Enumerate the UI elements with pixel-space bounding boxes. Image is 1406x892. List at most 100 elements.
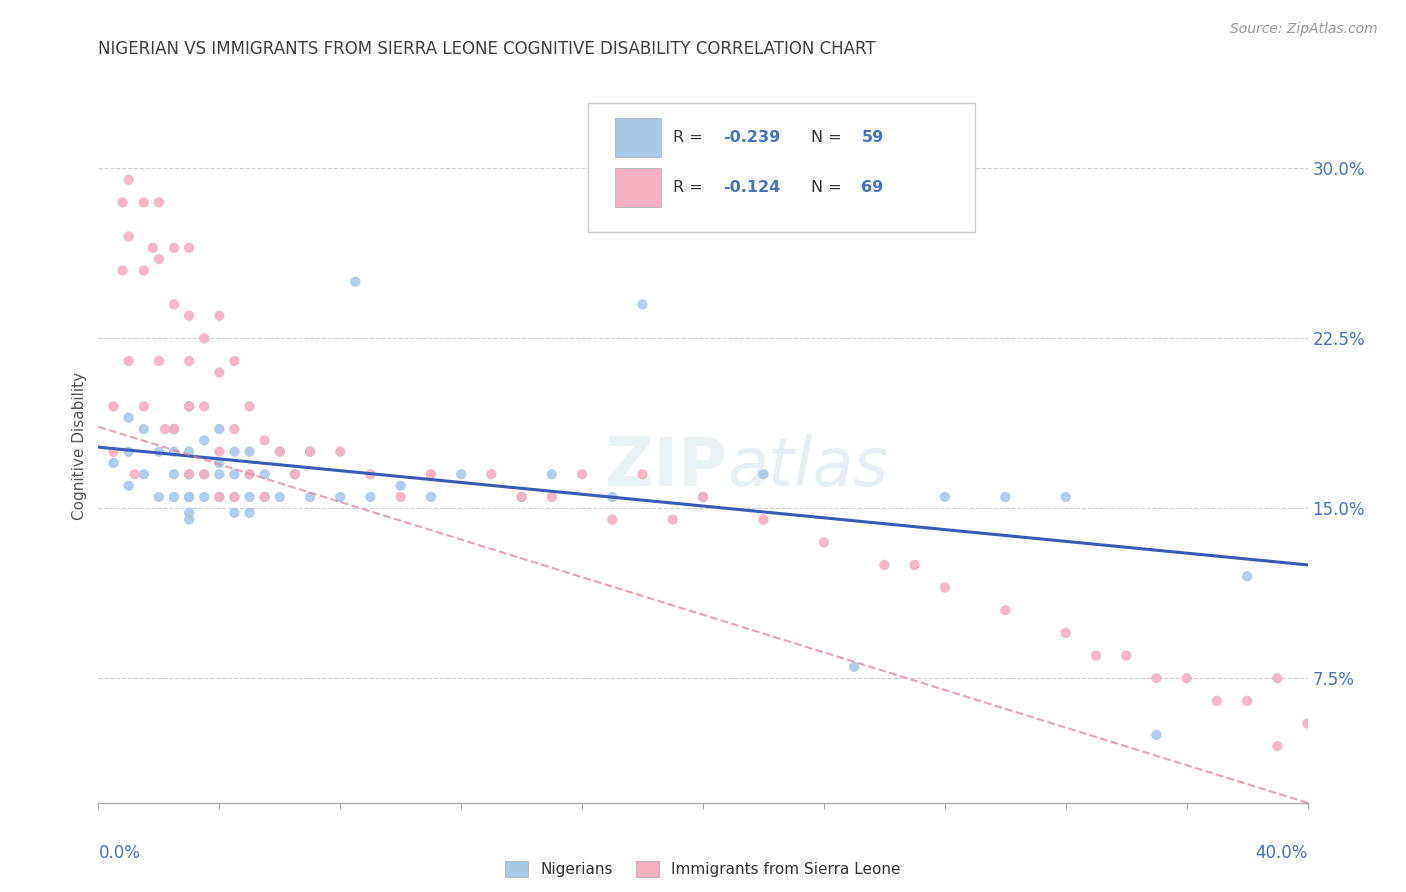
Point — [873, 558, 896, 572]
Point — [1054, 490, 1077, 504]
Point — [163, 444, 186, 458]
Point — [1085, 648, 1108, 663]
Point — [692, 490, 714, 504]
Y-axis label: Cognitive Disability: Cognitive Disability — [72, 372, 87, 520]
Point — [177, 490, 201, 504]
Point — [1144, 671, 1167, 685]
Point — [163, 297, 186, 311]
Point — [193, 400, 215, 414]
Point — [1236, 694, 1258, 708]
Point — [540, 490, 562, 504]
Point — [299, 444, 322, 458]
Point — [934, 581, 956, 595]
Point — [193, 490, 215, 504]
Point — [253, 490, 276, 504]
Point — [269, 490, 291, 504]
Point — [844, 660, 866, 674]
Point — [177, 309, 201, 323]
Point — [994, 490, 1017, 504]
Bar — [614, 168, 661, 207]
Legend: Nigerians, Immigrants from Sierra Leone: Nigerians, Immigrants from Sierra Leone — [505, 862, 901, 877]
Point — [1144, 728, 1167, 742]
Point — [481, 467, 503, 482]
Point — [148, 490, 170, 504]
Point — [103, 444, 125, 458]
Point — [224, 467, 246, 482]
Point — [111, 263, 134, 277]
Point — [299, 490, 322, 504]
Point — [284, 467, 307, 482]
Point — [153, 422, 176, 436]
Text: ZIP: ZIP — [605, 434, 727, 500]
Text: R =: R = — [672, 130, 707, 145]
Point — [132, 195, 155, 210]
Point — [752, 467, 775, 482]
Point — [299, 444, 322, 458]
Point — [163, 241, 186, 255]
Point — [118, 229, 141, 244]
Point — [224, 506, 246, 520]
Point — [177, 400, 201, 414]
Point — [994, 603, 1017, 617]
Point — [193, 434, 215, 448]
Point — [631, 297, 654, 311]
Point — [239, 444, 262, 458]
Point — [163, 467, 186, 482]
Point — [177, 467, 201, 482]
Point — [1115, 648, 1137, 663]
Text: N =: N = — [811, 130, 846, 145]
Point — [124, 467, 146, 482]
Point — [193, 467, 215, 482]
Point — [148, 354, 170, 368]
Point — [177, 506, 201, 520]
Point — [329, 490, 352, 504]
Point — [752, 513, 775, 527]
Point — [224, 354, 246, 368]
Point — [208, 365, 231, 379]
Point — [360, 490, 382, 504]
Point — [631, 467, 654, 482]
Point — [239, 490, 262, 504]
Point — [253, 434, 276, 448]
Point — [904, 558, 927, 572]
Point — [239, 506, 262, 520]
Point — [177, 513, 201, 527]
Point — [419, 467, 441, 482]
Point — [571, 467, 593, 482]
Text: -0.239: -0.239 — [724, 130, 780, 145]
Point — [661, 513, 683, 527]
Point — [224, 490, 246, 504]
Point — [208, 490, 231, 504]
Point — [239, 467, 262, 482]
Point — [253, 467, 276, 482]
Point — [193, 467, 215, 482]
Point — [177, 467, 201, 482]
Point — [602, 490, 624, 504]
Text: R =: R = — [672, 180, 707, 195]
Point — [239, 400, 262, 414]
Text: 40.0%: 40.0% — [1256, 844, 1308, 862]
Point — [148, 195, 170, 210]
Point — [118, 354, 141, 368]
Point — [1236, 569, 1258, 583]
Text: NIGERIAN VS IMMIGRANTS FROM SIERRA LEONE COGNITIVE DISABILITY CORRELATION CHART: NIGERIAN VS IMMIGRANTS FROM SIERRA LEONE… — [98, 40, 876, 58]
Point — [118, 444, 141, 458]
Point — [224, 444, 246, 458]
Text: atlas: atlas — [727, 434, 889, 500]
Point — [118, 478, 141, 492]
FancyBboxPatch shape — [588, 103, 976, 232]
Point — [163, 490, 186, 504]
Point — [118, 410, 141, 425]
Point — [934, 490, 956, 504]
Point — [360, 467, 382, 482]
Bar — [614, 118, 661, 157]
Point — [450, 467, 472, 482]
Point — [103, 456, 125, 470]
Point — [224, 490, 246, 504]
Point — [269, 444, 291, 458]
Point — [208, 444, 231, 458]
Point — [692, 490, 714, 504]
Point — [1175, 671, 1198, 685]
Point — [239, 467, 262, 482]
Point — [132, 467, 155, 482]
